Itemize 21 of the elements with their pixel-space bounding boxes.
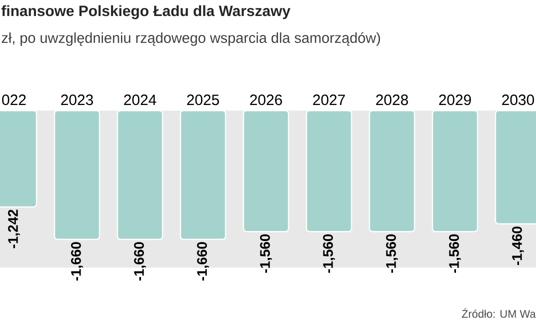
x-tick-label: 2028: [376, 94, 408, 106]
data-label: -1,660: [71, 242, 83, 281]
data-label: -1,242: [8, 210, 20, 248]
data-label: -1,560: [386, 234, 398, 273]
x-tick-label: 2026: [250, 94, 282, 106]
x-tick-label: 2029: [439, 94, 471, 106]
x-tick-label: 2024: [124, 94, 156, 106]
data-label: -1,560: [449, 234, 461, 273]
data-label: -1,660: [134, 242, 146, 281]
data-label: -1,560: [323, 234, 335, 273]
x-tick-label: 2023: [61, 94, 93, 106]
data-label: -1,460: [512, 226, 524, 266]
data-label: -1,560: [260, 234, 272, 273]
x-tick-label: 2025: [187, 94, 219, 106]
chart-subtitle: zł, po uwzględnieniu rządowego wsparcia dla samorządów): [2, 32, 380, 46]
text: Źródło: UM Wa: [462, 308, 536, 318]
x-tick-label: 2030: [502, 94, 534, 106]
chart-title: finansowe Polskiego Ładu dla Warszawy: [1, 5, 290, 20]
x-tick-label: 022: [2, 94, 26, 106]
x-tick-label: 2027: [313, 94, 345, 106]
data-label: -1,660: [197, 242, 209, 281]
